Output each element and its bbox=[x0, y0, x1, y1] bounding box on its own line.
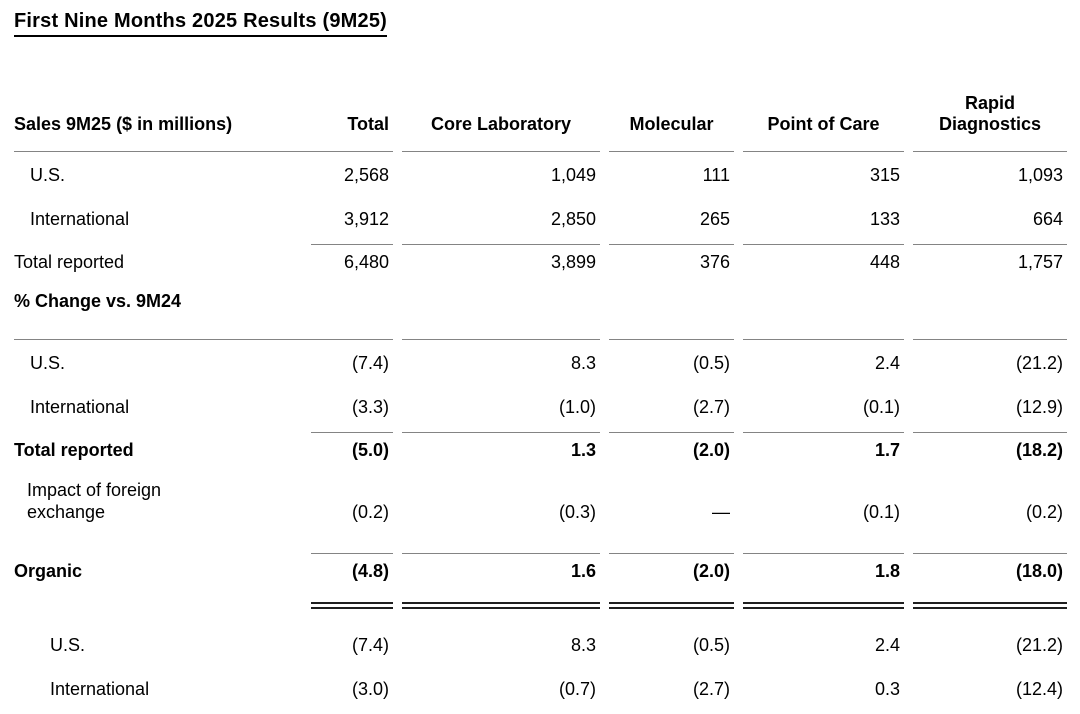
cell-rapid-diagnostics: 664 bbox=[1032, 208, 1063, 229]
cell-rapid-diagnostics: (18.0) bbox=[1015, 561, 1063, 581]
row-label: International bbox=[30, 396, 130, 417]
pct-change-row-international: International (3.3) (1.0) (2.7) (0.1) (1… bbox=[14, 385, 1070, 429]
cell-core-laboratory: (0.3) bbox=[558, 502, 596, 522]
column-header-rapid-diagnostics: Rapid Diagnostics bbox=[913, 93, 1067, 135]
cell-point-of-care: 448 bbox=[869, 252, 900, 272]
cell-core-laboratory: 1,049 bbox=[550, 164, 596, 185]
cell-total: (3.0) bbox=[351, 678, 389, 699]
cell-total: (7.4) bbox=[351, 352, 389, 373]
cell-total: (4.8) bbox=[351, 561, 389, 581]
subtotal-rule bbox=[14, 553, 1070, 555]
cell-rapid-diagnostics: (12.4) bbox=[1015, 678, 1063, 699]
cell-point-of-care: 133 bbox=[869, 208, 900, 229]
pct-change-row-fx-impact: Impact of foreign exchange (0.2) (0.3) —… bbox=[14, 467, 1070, 527]
pct-change-row-total-reported: Total reported (5.0) 1.3 (2.0) 1.7 (18.2… bbox=[14, 434, 1070, 467]
cell-molecular: 376 bbox=[699, 252, 730, 272]
cell-point-of-care: 2.4 bbox=[874, 634, 900, 655]
column-header-sales-label: Sales 9M25 ($ in millions) bbox=[14, 114, 233, 134]
row-label: U.S. bbox=[30, 164, 66, 185]
row-label: Total reported bbox=[14, 252, 125, 272]
cell-core-laboratory: (0.7) bbox=[558, 678, 596, 699]
cell-molecular: (0.5) bbox=[692, 634, 730, 655]
cell-rapid-diagnostics: (12.9) bbox=[1015, 396, 1063, 417]
column-header-rapid-line2: Diagnostics bbox=[938, 114, 1042, 134]
cell-core-laboratory: 2,850 bbox=[550, 208, 596, 229]
column-header-rapid-line1: Rapid bbox=[964, 93, 1015, 113]
cell-rapid-diagnostics: (21.2) bbox=[1015, 352, 1063, 373]
section-header-pct-change: % Change vs. 9M24 bbox=[14, 279, 1070, 323]
row-label: International bbox=[30, 208, 130, 229]
column-header-point-of-care: Point of Care bbox=[767, 114, 880, 134]
cell-total: 6,480 bbox=[343, 252, 389, 272]
cell-point-of-care: (0.1) bbox=[862, 502, 900, 522]
cell-molecular: — bbox=[712, 502, 730, 522]
cell-core-laboratory: 8.3 bbox=[570, 634, 596, 655]
cell-point-of-care: 1.8 bbox=[874, 561, 900, 581]
row-label: U.S. bbox=[50, 634, 86, 655]
page-title: First Nine Months 2025 Results (9M25) bbox=[14, 10, 388, 37]
row-label: Impact of foreign exchange bbox=[14, 479, 302, 523]
column-header-total: Total bbox=[347, 114, 389, 134]
cell-point-of-care: 2.4 bbox=[874, 352, 900, 373]
cell-rapid-diagnostics: 1,093 bbox=[1017, 164, 1063, 185]
cell-point-of-care: (0.1) bbox=[862, 396, 900, 417]
cell-molecular: 265 bbox=[699, 208, 730, 229]
cell-rapid-diagnostics: (18.2) bbox=[1015, 440, 1063, 460]
row-label: U.S. bbox=[30, 352, 66, 373]
cell-core-laboratory: 3,899 bbox=[550, 252, 596, 272]
cell-core-laboratory: 1.6 bbox=[570, 561, 596, 581]
cell-molecular: (2.0) bbox=[692, 561, 730, 581]
row-label: Total reported bbox=[14, 440, 134, 460]
cell-rapid-diagnostics: (0.2) bbox=[1025, 502, 1063, 522]
row-label: International bbox=[50, 678, 150, 699]
cell-point-of-care: 1.7 bbox=[874, 440, 900, 460]
cell-total: (5.0) bbox=[351, 440, 389, 460]
results-table: Sales 9M25 ($ in millions) Total Core La… bbox=[14, 81, 1070, 711]
header-rule bbox=[14, 151, 1070, 153]
cell-core-laboratory: (1.0) bbox=[558, 396, 596, 417]
column-header-core-laboratory: Core Laboratory bbox=[430, 114, 572, 134]
cell-total: 2,568 bbox=[343, 164, 389, 185]
section-rule bbox=[14, 339, 1070, 341]
row-label-text: Impact of foreign exchange bbox=[27, 480, 162, 522]
cell-molecular: (2.0) bbox=[692, 440, 730, 460]
double-rule bbox=[14, 602, 1070, 609]
cell-point-of-care: 315 bbox=[869, 164, 900, 185]
cell-molecular: 111 bbox=[702, 164, 730, 185]
cell-core-laboratory: 8.3 bbox=[570, 352, 596, 373]
subtotal-rule bbox=[14, 244, 1070, 246]
organic-row-us: U.S. (7.4) 8.3 (0.5) 2.4 (21.2) bbox=[14, 623, 1070, 667]
table-header-row: Sales 9M25 ($ in millions) Total Core La… bbox=[14, 81, 1070, 151]
cell-molecular: (0.5) bbox=[692, 352, 730, 373]
subtotal-rule bbox=[14, 432, 1070, 434]
section-title: % Change vs. 9M24 bbox=[14, 290, 182, 311]
cell-core-laboratory: 1.3 bbox=[570, 440, 596, 460]
cell-molecular: (2.7) bbox=[692, 396, 730, 417]
cell-total: (0.2) bbox=[351, 502, 389, 522]
cell-total: (7.4) bbox=[351, 634, 389, 655]
cell-rapid-diagnostics: 1,757 bbox=[1017, 252, 1063, 272]
sales-row-international: International 3,912 2,850 265 133 664 bbox=[14, 197, 1070, 241]
cell-point-of-care: 0.3 bbox=[874, 678, 900, 699]
pct-change-row-organic: Organic (4.8) 1.6 (2.0) 1.8 (18.0) bbox=[14, 555, 1070, 588]
pct-change-row-us: U.S. (7.4) 8.3 (0.5) 2.4 (21.2) bbox=[14, 341, 1070, 385]
organic-row-international: International (3.0) (0.7) (2.7) 0.3 (12.… bbox=[14, 667, 1070, 711]
sales-row-us: U.S. 2,568 1,049 111 315 1,093 bbox=[14, 153, 1070, 197]
sales-row-total-reported: Total reported 6,480 3,899 376 448 1,757 bbox=[14, 246, 1070, 279]
cell-molecular: (2.7) bbox=[692, 678, 730, 699]
row-label: Organic bbox=[14, 561, 83, 581]
column-header-molecular: Molecular bbox=[629, 114, 714, 134]
cell-total: 3,912 bbox=[343, 208, 389, 229]
cell-total: (3.3) bbox=[351, 396, 389, 417]
cell-rapid-diagnostics: (21.2) bbox=[1015, 634, 1063, 655]
